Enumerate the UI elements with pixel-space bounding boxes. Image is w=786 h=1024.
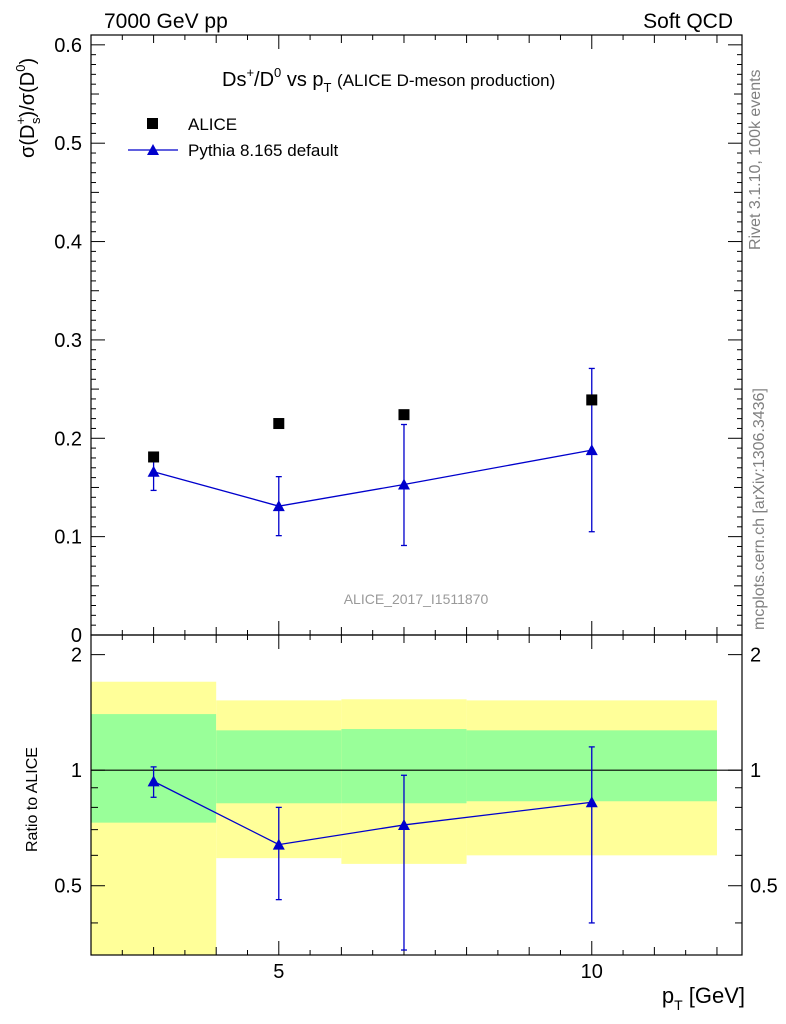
legend-label-pythia: Pythia 8.165 default <box>188 141 339 160</box>
y-tick-label: 0.5 <box>54 133 82 155</box>
energy-label: 7000 GeV pp <box>104 10 228 33</box>
y-tick-label: 0.2 <box>54 428 82 450</box>
pythia-point <box>147 465 160 477</box>
ratio-pythia-point <box>272 838 285 850</box>
ratio-frame <box>90 634 743 956</box>
alice-point <box>148 451 160 463</box>
y-tick-label: 0 <box>71 625 82 647</box>
ratio-axis-ticks: 5 10 0.5 0.5 1 1 2 2 <box>54 621 778 983</box>
ratio-y-tick-label-right: 2 <box>750 645 761 667</box>
alice-point <box>398 409 410 421</box>
main-data-marks <box>147 367 598 547</box>
legend-label-alice: ALICE <box>188 115 237 134</box>
ratio-y-tick-label: 1 <box>71 760 82 782</box>
ratio-data-marks <box>147 746 598 951</box>
plot-title: Ds+/D0 vs pT (ALICE D-meson production) <box>222 65 555 95</box>
alice-point <box>273 418 285 430</box>
ratio-y-tick-label: 2 <box>71 645 82 667</box>
y-tick-label: 0.3 <box>54 330 82 352</box>
category-label: Soft QCD <box>643 10 733 33</box>
x-axis-label: pT [GeV] <box>662 983 745 1013</box>
ratio-pythia-point <box>147 775 160 787</box>
ratio-uncertainty-bands <box>91 681 742 955</box>
y-axis-label: σ(D+s)/σ(D0) <box>13 58 43 158</box>
ratio-y-tick-label: 0.5 <box>54 876 82 898</box>
ratio-band-inner <box>216 730 342 804</box>
ratio-y-tick-label-right: 0.5 <box>750 876 778 898</box>
analysis-id: ALICE_2017_I1511870 <box>344 591 489 607</box>
pythia-point <box>397 478 410 490</box>
legend-marker-pythia <box>147 144 159 155</box>
ratio-pythia-point <box>397 818 410 830</box>
pythia-line <box>153 449 592 507</box>
legend-marker-alice <box>147 118 158 129</box>
ratio-pythia-point <box>585 796 598 808</box>
ratio-y-axis-label: Ratio to ALICE <box>24 747 41 852</box>
pythia-point <box>585 444 598 456</box>
y-tick-label: 0.1 <box>54 527 82 549</box>
pythia-point <box>272 500 285 512</box>
rivet-label: Rivet 3.1.10, 100k events <box>747 69 764 250</box>
legend: ALICE Pythia 8.165 default <box>128 115 339 160</box>
y-tick-label: 0.4 <box>54 232 82 254</box>
mcplots-label: mcplots.cern.ch [arXiv:1306.3436] <box>751 388 768 630</box>
ratio-pythia-line <box>153 780 592 846</box>
x-tick-label: 10 <box>581 961 603 983</box>
y-tick-label: 0.6 <box>54 35 82 57</box>
alice-point <box>586 394 598 406</box>
ratio-y-tick-label-right: 1 <box>750 760 761 782</box>
x-tick-label: 5 <box>273 961 284 983</box>
